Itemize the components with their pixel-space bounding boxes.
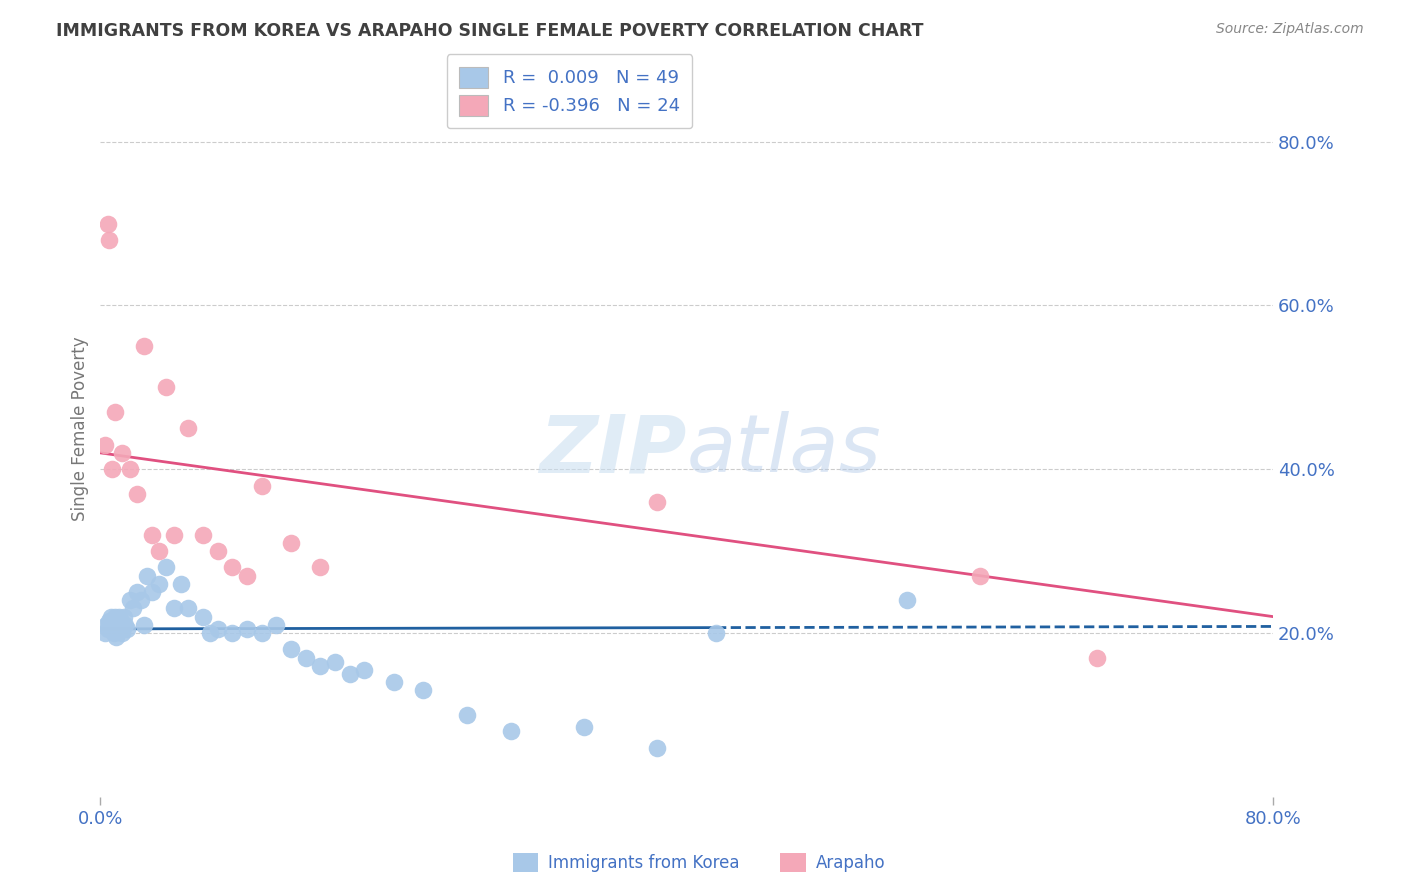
Point xyxy=(107,617,129,632)
Point xyxy=(121,601,143,615)
Point xyxy=(339,667,361,681)
Point xyxy=(141,527,163,541)
Point xyxy=(704,626,727,640)
Point xyxy=(236,568,259,582)
Point xyxy=(118,593,141,607)
Text: ZIP: ZIP xyxy=(540,411,686,490)
Point xyxy=(114,617,136,632)
Point xyxy=(221,626,243,640)
Point xyxy=(118,462,141,476)
Y-axis label: Single Female Poverty: Single Female Poverty xyxy=(72,336,89,521)
Point xyxy=(309,658,332,673)
Point xyxy=(323,655,346,669)
Point xyxy=(191,609,214,624)
Point xyxy=(572,720,595,734)
Point xyxy=(131,593,153,607)
Point xyxy=(141,585,163,599)
Point xyxy=(97,217,120,231)
Point xyxy=(101,617,124,632)
Point xyxy=(110,614,132,628)
Point xyxy=(94,626,117,640)
Point xyxy=(280,642,302,657)
Point xyxy=(155,380,177,394)
Point xyxy=(125,585,148,599)
Point xyxy=(163,601,186,615)
Point xyxy=(96,617,118,632)
Point xyxy=(101,462,124,476)
Point xyxy=(207,544,229,558)
Point xyxy=(94,438,117,452)
Point xyxy=(108,609,131,624)
Point xyxy=(163,527,186,541)
Point xyxy=(155,560,177,574)
Point xyxy=(97,622,120,636)
Point xyxy=(104,405,127,419)
Point xyxy=(136,568,159,582)
Point xyxy=(98,614,121,628)
Point xyxy=(148,577,170,591)
Point xyxy=(1085,650,1108,665)
Point xyxy=(115,622,138,636)
Point xyxy=(111,626,134,640)
Point xyxy=(105,630,128,644)
Point xyxy=(98,233,121,247)
Point xyxy=(103,626,125,640)
Point xyxy=(112,609,135,624)
Legend: R =  0.009   N = 49, R = -0.396   N = 24: R = 0.009 N = 49, R = -0.396 N = 24 xyxy=(447,54,692,128)
Text: atlas: atlas xyxy=(686,411,882,490)
Point xyxy=(191,527,214,541)
Point xyxy=(412,683,434,698)
Point xyxy=(896,593,918,607)
Point xyxy=(221,560,243,574)
Point xyxy=(647,740,669,755)
Point xyxy=(170,577,193,591)
Point xyxy=(200,626,222,640)
Point xyxy=(148,544,170,558)
Point xyxy=(456,707,478,722)
Point xyxy=(309,560,332,574)
Point xyxy=(250,626,273,640)
Point xyxy=(236,622,259,636)
Point xyxy=(134,339,156,353)
Text: IMMIGRANTS FROM KOREA VS ARAPAHO SINGLE FEMALE POVERTY CORRELATION CHART: IMMIGRANTS FROM KOREA VS ARAPAHO SINGLE … xyxy=(56,22,924,40)
Point xyxy=(969,568,991,582)
Point xyxy=(382,675,405,690)
Point xyxy=(177,421,200,435)
Point xyxy=(264,617,287,632)
Point xyxy=(134,617,156,632)
Point xyxy=(250,478,273,492)
Point xyxy=(111,446,134,460)
Point xyxy=(499,724,522,739)
Text: Immigrants from Korea: Immigrants from Korea xyxy=(548,854,740,871)
Point xyxy=(100,609,122,624)
Point xyxy=(177,601,200,615)
Point xyxy=(647,495,669,509)
Text: Arapaho: Arapaho xyxy=(815,854,886,871)
Point xyxy=(353,663,375,677)
Point xyxy=(207,622,229,636)
Point xyxy=(104,609,127,624)
Text: Source: ZipAtlas.com: Source: ZipAtlas.com xyxy=(1216,22,1364,37)
Point xyxy=(294,650,316,665)
Point xyxy=(125,487,148,501)
Point xyxy=(280,536,302,550)
